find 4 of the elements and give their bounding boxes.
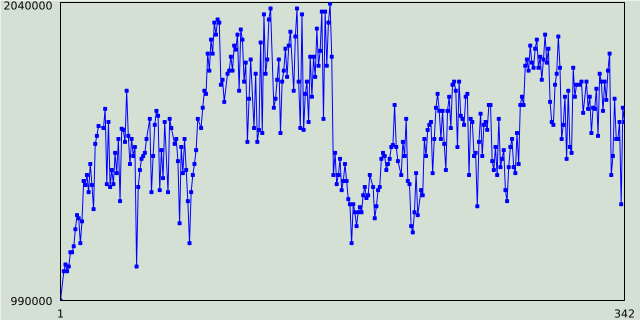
y-tick-label: 2040000: [4, 0, 53, 12]
x-tick-label: 342: [614, 308, 635, 320]
y-tick-label: 990000: [10, 295, 53, 308]
x-tick-label: 1: [57, 308, 64, 320]
